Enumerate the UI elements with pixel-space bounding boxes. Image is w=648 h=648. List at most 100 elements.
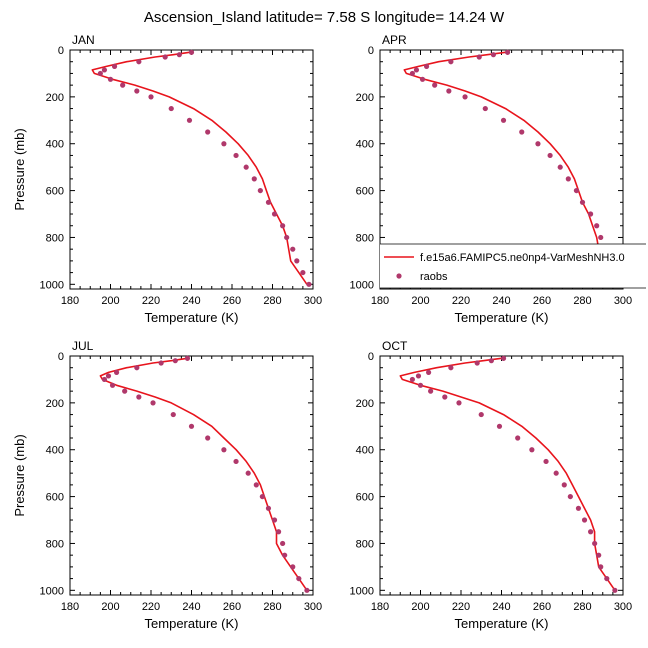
raobs-point (109, 382, 116, 388)
legend: f.e15a6.FAMIPC5.ne0np4-VarMeshNH3.0 raobs (380, 243, 646, 289)
raobs-point (553, 470, 559, 476)
y-tick-label: 800 (46, 538, 64, 550)
x-tick-label: 240 (182, 295, 200, 307)
raobs-point (296, 575, 302, 582)
x-tick-label: 260 (533, 601, 551, 613)
model-profile-line (399, 357, 616, 591)
raobs-point (136, 394, 142, 400)
y-tick-label: 600 (356, 186, 374, 198)
x-tick-label: 180 (61, 295, 79, 307)
x-tick-label: 260 (533, 295, 551, 307)
raobs-point (474, 360, 480, 366)
x-tick-label: 260 (223, 295, 241, 307)
raobs-point (561, 482, 567, 488)
legend-background (380, 244, 646, 288)
raobs-point (482, 105, 488, 112)
x-tick-label: 220 (452, 601, 470, 613)
raobs-point (547, 152, 553, 159)
x-tick-label: 260 (223, 601, 241, 613)
raobs-point (265, 199, 272, 205)
raobs-point (588, 529, 594, 535)
raobs-point (101, 67, 108, 73)
y-tick-label: 400 (356, 139, 374, 151)
raobs-point (136, 59, 142, 65)
x-tick-label: 300 (304, 601, 322, 613)
raobs-point (221, 447, 227, 453)
raobs-point (488, 358, 494, 364)
raobs-point (284, 234, 290, 241)
x-tick-label: 200 (411, 295, 429, 307)
raobs-point (598, 564, 604, 570)
y-tick-label: 200 (356, 398, 374, 410)
plot-frame (69, 49, 314, 290)
x-tick-label: 280 (263, 295, 281, 307)
raobs-point (581, 517, 588, 523)
raobs-point (575, 505, 582, 511)
raobs-point (442, 394, 448, 400)
y-tick-label: 0 (368, 351, 374, 363)
raobs-point (290, 246, 296, 252)
raobs-point (419, 76, 426, 82)
model-profile-line (91, 51, 308, 285)
raobs-point (97, 70, 103, 77)
raobs-point (150, 400, 156, 406)
raobs-point (251, 176, 257, 182)
x-tick-label: 240 (182, 601, 200, 613)
y-tick-label: 1000 (350, 279, 374, 291)
raobs-point (579, 199, 586, 205)
raobs-point (280, 540, 286, 547)
raobs-point (456, 400, 462, 406)
raobs-point (432, 82, 438, 88)
raobs-point (543, 458, 549, 465)
raobs-point (176, 52, 182, 58)
raobs-point (205, 129, 211, 135)
raobs-point (221, 141, 227, 147)
raobs-point (107, 76, 114, 82)
raobs-point (428, 388, 434, 394)
x-axis-title: Temperature (K) (145, 310, 239, 325)
raobs-point (300, 269, 306, 276)
raobs-point (448, 59, 454, 65)
x-tick-label: 200 (411, 601, 429, 613)
raobs-point (158, 360, 164, 366)
panel-jul: 180 200 220 240 260 280 300 0 200 400 600 800 1000 JU… (12, 339, 322, 631)
y-tick-label: 0 (58, 351, 64, 363)
plot-frame (379, 355, 624, 596)
raobs-point (500, 117, 507, 123)
legend-model-label: f.e15a6.FAMIPC5.ne0np4-VarMeshNH3.0 (420, 252, 625, 264)
raobs-point (282, 552, 288, 558)
legend-obs-label: raobs (420, 271, 448, 283)
raobs-point (245, 470, 251, 476)
raobs-point (294, 258, 300, 264)
raobs-point (500, 355, 507, 361)
x-axis-title: Temperature (K) (455, 616, 549, 631)
x-tick-label: 300 (304, 295, 322, 307)
panels-group: 180 200 220 240 260 280 300 0 200 400 600 800 1000 JA… (12, 33, 632, 631)
raobs-point (519, 129, 525, 135)
raobs-point (417, 382, 424, 388)
x-tick-label: 300 (614, 601, 632, 613)
legend-point-swatch (396, 273, 402, 279)
y-tick-label: 600 (356, 492, 374, 504)
x-tick-label: 220 (452, 295, 470, 307)
raobs-point (565, 176, 571, 182)
raobs-point (122, 388, 128, 394)
raobs-point (233, 458, 239, 465)
raobs-point (535, 141, 541, 147)
x-tick-label: 200 (101, 295, 119, 307)
plot-frame (69, 355, 314, 596)
x-tick-label: 180 (61, 601, 79, 613)
raobs-point (120, 82, 126, 88)
x-tick-label: 280 (573, 295, 591, 307)
y-tick-label: 0 (58, 45, 64, 57)
raobs-point (448, 365, 454, 371)
y-tick-label: 1000 (40, 279, 64, 291)
y-tick-label: 400 (46, 445, 64, 457)
raobs-point (265, 505, 272, 511)
y-tick-label: 1000 (350, 585, 374, 597)
y-tick-label: 0 (368, 45, 374, 57)
raobs-point (515, 435, 521, 441)
raobs-point (259, 493, 265, 500)
raobs-point (304, 587, 310, 593)
